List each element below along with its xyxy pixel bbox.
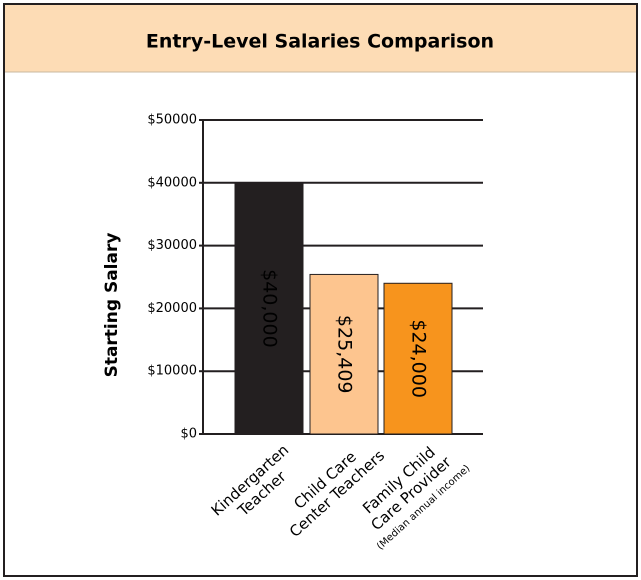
y-tick-label: $30000 xyxy=(147,238,197,253)
bar xyxy=(309,273,379,435)
y-tick-label: $40000 xyxy=(147,175,197,190)
chart-title: Entry-Level Salaries Comparison xyxy=(146,31,494,53)
y-axis-label: Starting Salary xyxy=(102,233,122,378)
y-tick-label: $0 xyxy=(180,427,197,442)
bar xyxy=(383,282,453,435)
value-label: $24,000 xyxy=(408,319,430,398)
value-label: $40,000 xyxy=(259,269,281,348)
y-tick-label: $20000 xyxy=(147,301,197,316)
y-tick-label: $50000 xyxy=(147,113,197,128)
y-tick-label: $10000 xyxy=(147,364,197,379)
header-band xyxy=(5,5,636,72)
bar xyxy=(234,182,304,435)
value-label: $25,409 xyxy=(334,315,356,394)
